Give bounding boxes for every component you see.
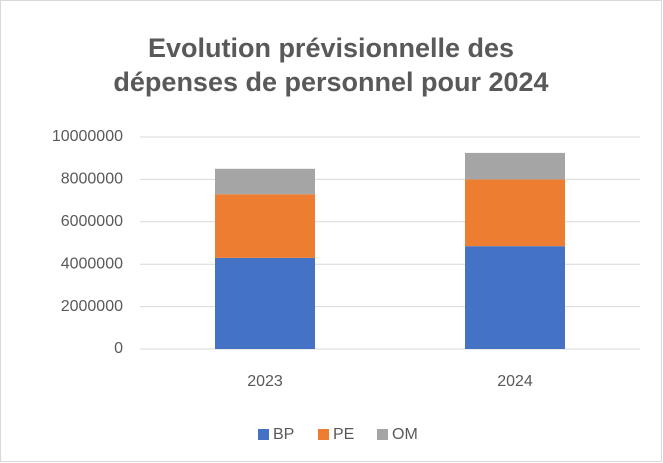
bar-segment (215, 257, 315, 349)
y-tick-label: 2000000 (61, 298, 123, 315)
bar-segment (215, 168, 315, 195)
legend-swatch (318, 429, 329, 440)
y-tick-label: 0 (114, 340, 123, 357)
bar-segment (465, 152, 565, 180)
legend-label: OM (392, 426, 418, 443)
legend-label: PE (333, 426, 354, 443)
chart-title: Evolution prévisionnelle des (148, 33, 514, 63)
x-tick-label: 2023 (247, 373, 283, 390)
x-tick-label: 2024 (497, 373, 533, 390)
bar-segment (215, 194, 315, 258)
legend-label: BP (273, 426, 294, 443)
y-tick-label: 6000000 (61, 213, 123, 230)
y-tick-label: 8000000 (61, 171, 123, 188)
legend-swatch (377, 429, 388, 440)
y-tick-label: 10000000 (52, 128, 123, 145)
bar-segment (465, 179, 565, 247)
chart-title: dépenses de personnel pour 2024 (113, 67, 548, 97)
legend-swatch (258, 429, 269, 440)
bar-segment (465, 246, 565, 349)
y-tick-label: 4000000 (61, 255, 123, 272)
